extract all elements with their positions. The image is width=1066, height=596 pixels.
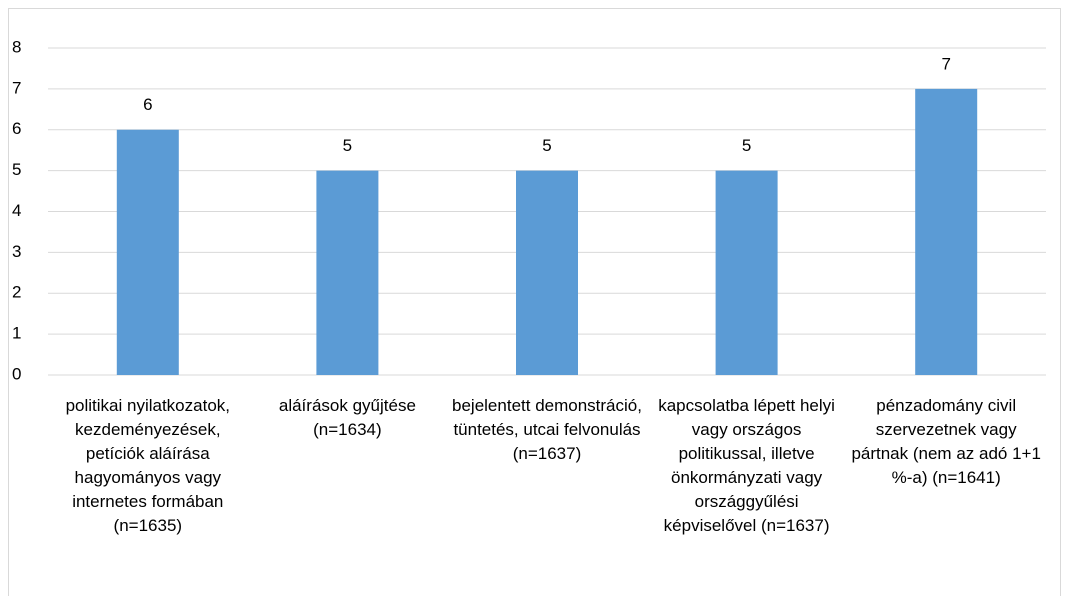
y-tick-label: 6 [12,119,21,138]
data-label: 6 [143,95,152,114]
data-label: 5 [742,136,751,155]
x-tick-label: aláírások gyűjtése (n=1634) [278,396,416,439]
y-tick-label: 1 [12,324,21,343]
y-tick-label: 7 [12,78,21,97]
x-tick-label: politikai nyilatkozatok, kezdeményezések… [65,396,230,535]
y-tick-label: 5 [12,160,21,179]
data-label: 7 [941,54,950,73]
x-tick-label: bejelentett demonstráció, tüntetés, utca… [452,396,642,463]
y-tick-label: 0 [12,364,21,383]
data-label: 5 [343,136,352,155]
bar [516,170,578,375]
bar [715,170,778,375]
x-tick-label: kapcsolatba lépett helyi vagy országos p… [658,396,835,535]
bar [116,129,179,375]
bar [915,88,978,375]
y-tick-label: 4 [12,201,21,220]
chart-border [8,8,1061,596]
bar [316,170,379,375]
data-label: 5 [542,136,551,155]
y-tick-label: 2 [12,283,21,302]
y-tick-label: 8 [12,37,21,56]
x-tick-label: pénzadomány civil szervezetnek vagy párt… [851,396,1041,487]
y-tick-label: 3 [12,242,21,261]
